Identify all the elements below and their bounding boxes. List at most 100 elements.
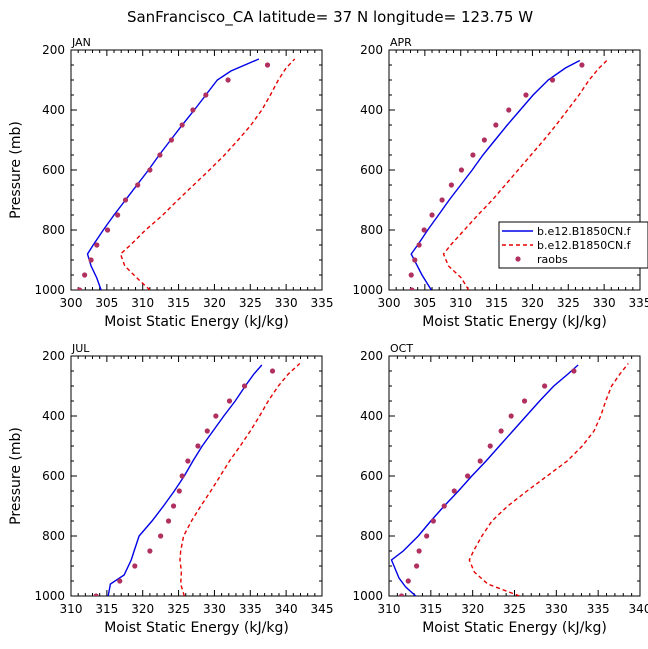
y-axis-label: Pressure (mb) [8, 121, 24, 219]
x-tick-label: 310 [378, 602, 401, 616]
raobs-point [165, 518, 172, 524]
y-tick-label: 200 [360, 43, 383, 57]
figure-title: SanFrancisco_CA latitude= 37 N longitude… [127, 8, 533, 27]
raobs-point [168, 137, 174, 143]
y-tick-label: 600 [42, 469, 65, 483]
raobs-point [398, 593, 405, 596]
x-tick-label: 315 [167, 296, 190, 310]
raobs-point [430, 518, 436, 524]
raobs-point [88, 257, 94, 263]
panel-label: JUL [71, 342, 90, 355]
raobs-point [571, 368, 577, 374]
raobs-point [77, 287, 83, 290]
x-tick-label: 305 [95, 296, 118, 310]
raobs-point [416, 242, 422, 248]
raobs-point [487, 443, 493, 449]
x-tick-label: 315 [95, 602, 118, 616]
plot-frame [70, 49, 323, 291]
plot-area [93, 362, 301, 596]
raobs-point [179, 122, 185, 128]
series-line-solid [390, 364, 579, 596]
y-axis-label: Pressure (mb) [8, 427, 24, 525]
raobs-point [405, 578, 411, 584]
raobs-point [416, 548, 422, 554]
chart-panel-jan: 300 305 310 315 320 325 330 335 200 400 600 800 1000… [8, 36, 333, 330]
panel-label: APR [390, 36, 412, 49]
legend-marker-dot [515, 256, 521, 262]
series-line-dashed [119, 58, 296, 290]
x-tick-label: 340 [629, 602, 648, 616]
y-tick-label: 400 [360, 409, 383, 423]
raobs-point [414, 563, 420, 569]
raobs-point [225, 77, 231, 83]
legend-label: b.e12.B1850CN.f [537, 225, 632, 238]
x-tick-label: 300 [378, 296, 401, 310]
x-tick-label: 335 [629, 296, 648, 310]
plot-area [390, 363, 629, 596]
y-tick-label: 600 [360, 163, 383, 177]
x-tick-label: 320 [461, 602, 484, 616]
x-tick-label: 310 [131, 296, 154, 310]
y-tick-label: 800 [42, 529, 65, 543]
raobs-point [493, 122, 499, 128]
raobs-point [115, 212, 121, 218]
legend-label: b.e12.B1850CN.f [537, 239, 632, 252]
raobs-point [429, 212, 435, 218]
chart-panel-jul: 310 315 320 325 330 335 340 345 200 400 600 800 1000… [8, 342, 333, 636]
x-tick-label: 315 [419, 602, 442, 616]
y-tick-label: 600 [360, 469, 383, 483]
raobs-point [190, 107, 196, 113]
series-line-dashed [442, 58, 609, 290]
y-tick-label: 800 [360, 223, 383, 237]
y-tick-label: 600 [42, 163, 65, 177]
x-tick-label: 335 [311, 296, 334, 310]
raobs-point [470, 152, 476, 158]
raobs-point [147, 548, 153, 554]
x-tick-label: 310 [449, 296, 472, 310]
y-tick-label: 1000 [34, 589, 65, 603]
raobs-point [542, 383, 548, 389]
series-line-dashed [468, 363, 629, 596]
x-axis-label: Moist Static Energy (kJ/kg) [104, 314, 289, 330]
raobs-point [448, 182, 454, 188]
plot-frame [70, 355, 323, 597]
panel-label: JAN [71, 36, 91, 49]
raobs-point [158, 533, 164, 539]
x-tick-label: 315 [485, 296, 508, 310]
y-tick-label: 400 [360, 103, 383, 117]
x-tick-label: 345 [311, 602, 334, 616]
x-tick-label: 320 [203, 296, 226, 310]
y-tick-label: 1000 [34, 283, 65, 297]
raobs-point [421, 227, 427, 233]
raobs-point [451, 488, 457, 494]
plot-area [408, 58, 609, 290]
plot-area [77, 58, 296, 290]
raobs-point [204, 428, 210, 434]
raobs-point [135, 182, 141, 188]
x-tick-label: 300 [60, 296, 83, 310]
x-tick-label: 340 [275, 602, 298, 616]
y-tick-label: 200 [42, 349, 65, 363]
raobs-point [439, 197, 445, 203]
y-tick-label: 1000 [352, 283, 383, 297]
raobs-point [269, 368, 276, 374]
raobs-point [424, 533, 430, 539]
x-tick-label: 305 [413, 296, 436, 310]
x-tick-label: 325 [167, 602, 190, 616]
raobs-point [523, 92, 529, 98]
raobs-point [176, 488, 182, 494]
raobs-point [241, 383, 248, 389]
x-tick-label: 320 [521, 296, 544, 310]
series-line-solid [107, 364, 263, 596]
raobs-point [132, 563, 138, 569]
raobs-point [498, 428, 504, 434]
raobs-point [213, 413, 219, 419]
raobs-point [481, 137, 487, 143]
panels: 300 305 310 315 320 325 330 335 200 400 600 800 1000… [8, 36, 648, 636]
raobs-point [147, 167, 153, 173]
raobs-point [477, 458, 483, 464]
raobs-point [195, 443, 201, 449]
raobs-point [521, 398, 528, 404]
x-axis-label: Moist Static Energy (kJ/kg) [422, 620, 607, 636]
